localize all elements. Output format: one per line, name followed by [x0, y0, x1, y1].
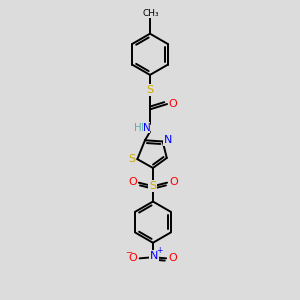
Text: +: + [156, 246, 163, 255]
Text: O: O [168, 254, 177, 263]
Text: N: N [142, 123, 150, 133]
Text: N: N [164, 135, 172, 145]
Text: −: − [125, 249, 132, 258]
Text: S: S [146, 85, 154, 95]
Text: S: S [149, 181, 157, 191]
Text: O: O [129, 254, 138, 263]
Text: N: N [150, 251, 158, 261]
Text: O: O [169, 99, 177, 109]
Text: H: H [134, 123, 142, 133]
Text: CH₃: CH₃ [142, 9, 159, 18]
Text: HN: HN [134, 123, 149, 133]
Text: O: O [128, 177, 137, 187]
Text: O: O [169, 177, 178, 187]
Text: S: S [128, 154, 135, 164]
